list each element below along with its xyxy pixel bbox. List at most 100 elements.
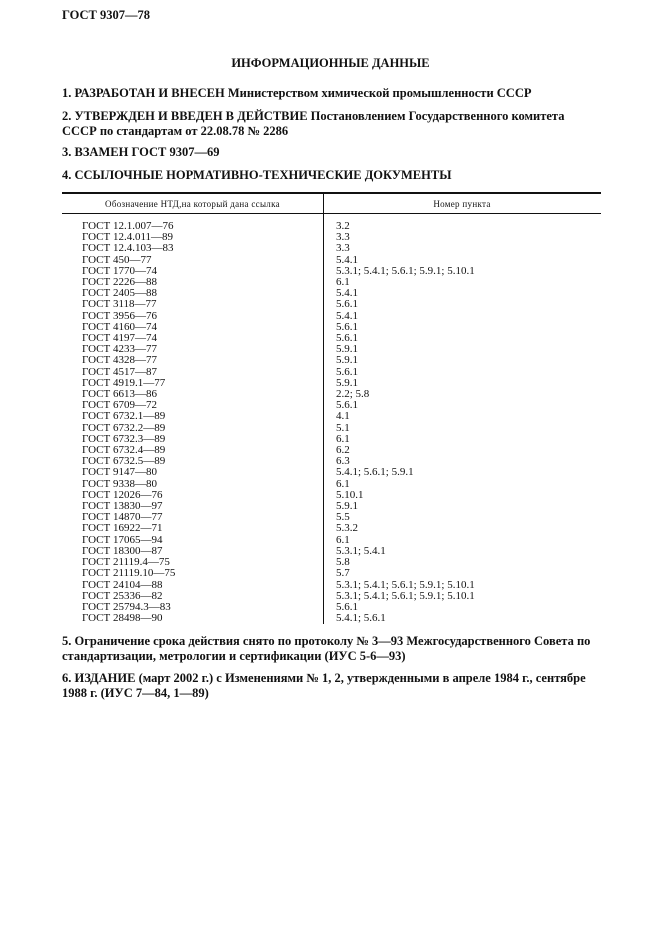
clause-number: 5.9.1 bbox=[336, 500, 358, 513]
table-row: ГОСТ 16922—71 5.3.2 bbox=[62, 523, 601, 534]
document-designation: ГОСТ 4160—74 bbox=[82, 320, 157, 333]
clause-number: 5.4.1; 5.6.1 bbox=[336, 612, 386, 625]
clause-number: 5.9.1 bbox=[336, 354, 358, 367]
table-row: ГОСТ 12.4.011—89 3.3 bbox=[62, 231, 601, 244]
clause-number: 5.5 bbox=[336, 511, 350, 524]
document-designation: ГОСТ 25794.3—83 bbox=[82, 600, 171, 613]
table-row: ГОСТ 6732.3—89 6.1 bbox=[62, 432, 601, 445]
table-row: ГОСТ 9338—80 6.1 bbox=[62, 477, 601, 490]
table-row: ГОСТ 2405—88 5.4.1 bbox=[62, 288, 601, 299]
table-row: ГОСТ 4328—77 5.9.1 bbox=[62, 355, 601, 366]
clause-number: 5.9.1 bbox=[336, 376, 358, 389]
clause-number: 6.1 bbox=[336, 276, 350, 289]
header-document: Обозначение НТД,на который дана ссылка bbox=[105, 198, 280, 209]
clause-number: 5.4.1 bbox=[336, 287, 358, 300]
table-row: ГОСТ 12026—76 5.10.1 bbox=[62, 488, 601, 501]
document-designation: ГОСТ 6732.5—89 bbox=[82, 455, 166, 468]
table-header: Обозначение НТД,на который дана ссылка Н… bbox=[62, 194, 601, 214]
clause-number: 5.3.1; 5.4.1 bbox=[336, 544, 386, 557]
table-row: ГОСТ 450—77 5.4.1 bbox=[62, 253, 601, 266]
document-designation: ГОСТ 9338—80 bbox=[82, 477, 157, 490]
document-designation: ГОСТ 17065—94 bbox=[82, 533, 163, 546]
clause-number: 5.6.1 bbox=[336, 600, 358, 613]
document-designation: ГОСТ 6732.3—89 bbox=[82, 432, 166, 445]
clause-number: 5.6.1 bbox=[336, 320, 358, 333]
table-row: ГОСТ 6709—72 5.6.1 bbox=[62, 400, 601, 411]
document-designation: ГОСТ 12026—76 bbox=[82, 488, 163, 501]
section-2: 2. УТВЕРЖДЕН И ВВЕДЕН В ДЕЙСТВИЕ Постано… bbox=[62, 109, 565, 138]
clause-number: 3.3 bbox=[336, 242, 350, 255]
section-5: 5. Ограничение срока действия снято по п… bbox=[62, 634, 591, 663]
document-designation: ГОСТ 3118—77 bbox=[82, 298, 157, 311]
clause-number: 5.6.1 bbox=[336, 365, 358, 378]
page-title: ИНФОРМАЦИОННЫЕ ДАННЫЕ bbox=[231, 56, 430, 70]
table-row: ГОСТ 12.1.007—76 3.2 bbox=[62, 220, 601, 232]
clause-number: 4.1 bbox=[336, 410, 350, 423]
table-row: ГОСТ 3118—77 5.6.1 bbox=[62, 299, 601, 310]
clause-number: 3.2 bbox=[336, 220, 350, 232]
table-row: ГОСТ 6613—86 2.2; 5.8 bbox=[62, 388, 601, 401]
document-designation: ГОСТ 12.1.007—76 bbox=[82, 220, 174, 232]
table-row: ГОСТ 4919.1—77 5.9.1 bbox=[62, 376, 601, 389]
table-row: ГОСТ 25794.3—83 5.6.1 bbox=[62, 600, 601, 613]
column-divider bbox=[323, 194, 324, 624]
table-row: ГОСТ 18300—87 5.3.1; 5.4.1 bbox=[62, 544, 601, 557]
document-designation: ГОСТ 4328—77 bbox=[82, 354, 157, 367]
table-row: ГОСТ 14870—77 5.5 bbox=[62, 512, 601, 523]
table-row: ГОСТ 6732.1—89 4.1 bbox=[62, 411, 601, 422]
clause-number: 5.3.2 bbox=[336, 522, 358, 535]
clause-number: 5.9.1 bbox=[336, 343, 358, 356]
document-designation: ГОСТ 12.4.011—89 bbox=[82, 231, 174, 244]
document-designation: ГОСТ 9147—80 bbox=[82, 466, 157, 479]
table-row: ГОСТ 4517—87 5.6.1 bbox=[62, 365, 601, 378]
clause-number: 5.3.1; 5.4.1; 5.6.1; 5.9.1; 5.10.1 bbox=[336, 578, 475, 591]
document-designation: ГОСТ 450—77 bbox=[82, 253, 152, 266]
document-designation: ГОСТ 14870—77 bbox=[82, 511, 163, 524]
document-designation: ГОСТ 6613—86 bbox=[82, 388, 157, 401]
document-designation: ГОСТ 2226—88 bbox=[82, 276, 157, 289]
clause-number: 5.4.1 bbox=[336, 253, 358, 266]
table-row: ГОСТ 12.4.103—83 3.3 bbox=[62, 243, 601, 254]
document-designation: ГОСТ 1770—74 bbox=[82, 264, 157, 277]
document-designation: ГОСТ 12.4.103—83 bbox=[82, 242, 174, 255]
table-row: ГОСТ 28498—90 5.4.1; 5.6.1 bbox=[62, 612, 601, 625]
clause-number: 5.4.1 bbox=[336, 309, 358, 322]
section-1: 1. РАЗРАБОТАН И ВНЕСЕН Министерством хим… bbox=[62, 86, 532, 100]
references-table: Обозначение НТД,на который дана ссылка Н… bbox=[62, 192, 601, 624]
section-6: 6. ИЗДАНИЕ (март 2002 г.) с Изменениями … bbox=[62, 671, 586, 700]
document-id: ГОСТ 9307—78 bbox=[62, 8, 151, 22]
header-clause: Номер пункта bbox=[433, 198, 491, 209]
clause-number: 2.2; 5.8 bbox=[336, 388, 370, 401]
clause-number: 5.3.1; 5.4.1; 5.6.1; 5.9.1; 5.10.1 bbox=[336, 264, 475, 277]
clause-number: 5.6.1 bbox=[336, 399, 358, 412]
document-designation: ГОСТ 6732.2—89 bbox=[82, 421, 166, 434]
table-row: ГОСТ 4197—74 5.6.1 bbox=[62, 332, 601, 344]
document-designation: ГОСТ 13830—97 bbox=[82, 500, 163, 513]
clause-number: 5.3.1; 5.4.1; 5.6.1; 5.9.1; 5.10.1 bbox=[336, 589, 475, 602]
document-designation: ГОСТ 6732.1—89 bbox=[82, 410, 166, 423]
clause-number: 5.1 bbox=[336, 421, 350, 434]
document-designation: ГОСТ 21119.4—75 bbox=[82, 556, 170, 569]
table-row: ГОСТ 1770—74 5.3.1; 5.4.1; 5.6.1; 5.9.1; … bbox=[62, 264, 601, 277]
table-row: ГОСТ 6732.2—89 5.1 bbox=[62, 421, 601, 434]
document-designation: ГОСТ 2405—88 bbox=[82, 287, 157, 300]
table-row: ГОСТ 21119.4—75 5.8 bbox=[62, 556, 601, 569]
document-designation: ГОСТ 28498—90 bbox=[82, 612, 163, 625]
document-designation: ГОСТ 24104—88 bbox=[82, 578, 163, 591]
document-designation: ГОСТ 4919.1—77 bbox=[82, 376, 166, 389]
table-row: ГОСТ 17065—94 6.1 bbox=[62, 533, 601, 546]
table-row: ГОСТ 4160—74 5.6.1 bbox=[62, 320, 601, 333]
table-row: ГОСТ 4233—77 5.9.1 bbox=[62, 344, 601, 355]
section-3: 3. ВЗАМЕН ГОСТ 9307—69 bbox=[62, 145, 220, 159]
clause-number: 5.4.1; 5.6.1; 5.9.1 bbox=[336, 466, 414, 479]
document-designation: ГОСТ 21119.10—75 bbox=[82, 567, 176, 580]
table-body: ГОСТ 12.1.007—76 3.2 ГОСТ 12.4.011—89 3.3 ГО… bbox=[62, 220, 601, 625]
table-row: ГОСТ 3956—76 5.4.1 bbox=[62, 309, 601, 322]
clause-number: 5.8 bbox=[336, 556, 350, 569]
table-row: ГОСТ 21119.10—75 5.7 bbox=[62, 568, 601, 579]
document-designation: ГОСТ 16922—71 bbox=[82, 522, 163, 535]
document-designation: ГОСТ 18300—87 bbox=[82, 544, 163, 557]
table-row: ГОСТ 24104—88 5.3.1; 5.4.1; 5.6.1; 5.9.1;… bbox=[62, 578, 601, 591]
table-row: ГОСТ 9147—80 5.4.1; 5.6.1; 5.9.1 bbox=[62, 467, 601, 478]
